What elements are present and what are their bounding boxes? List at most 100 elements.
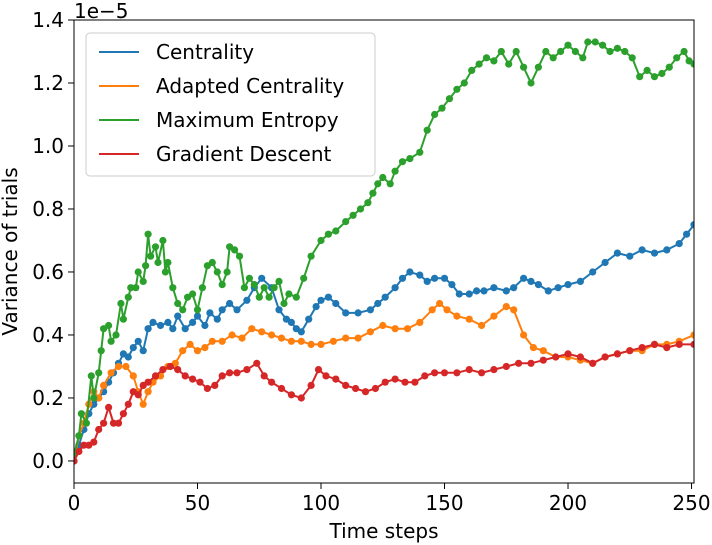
data-point: [599, 41, 607, 49]
data-point: [189, 290, 197, 298]
y-tick-label: 0.8: [32, 197, 64, 221]
data-point: [527, 359, 535, 367]
data-point: [297, 337, 305, 345]
data-point: [460, 79, 468, 87]
data-point: [329, 337, 337, 345]
data-point: [243, 366, 251, 374]
data-point: [218, 281, 226, 289]
data-point: [406, 268, 414, 276]
data-point: [119, 315, 127, 323]
data-point: [277, 334, 286, 342]
data-point: [193, 306, 202, 314]
data-point: [139, 347, 147, 355]
data-point: [465, 290, 473, 298]
data-point: [475, 60, 483, 68]
data-point: [638, 246, 646, 254]
data-point: [406, 155, 414, 163]
data-point: [189, 318, 197, 326]
data-point: [613, 350, 622, 358]
data-point: [584, 38, 592, 46]
data-point: [342, 309, 350, 317]
data-point: [557, 47, 565, 56]
data-point: [453, 369, 461, 377]
data-point: [324, 293, 332, 301]
data-point: [174, 366, 182, 374]
y-tick-label: 1.2: [32, 71, 64, 95]
data-point: [307, 252, 315, 260]
data-point: [448, 281, 456, 289]
x-tick-label: 50: [185, 491, 210, 515]
data-point: [307, 381, 315, 389]
data-point: [421, 372, 429, 380]
data-point: [502, 303, 510, 311]
x-axis-label: Time steps: [329, 519, 439, 543]
data-point: [245, 274, 253, 282]
data-point: [117, 299, 125, 308]
data-point: [613, 44, 622, 52]
plot-frame: [73, 19, 695, 484]
data-point: [75, 432, 83, 440]
data-point: [554, 284, 562, 292]
y-offset-label: 1e−5: [74, 0, 129, 23]
data-point: [391, 284, 399, 292]
data-point: [379, 173, 387, 182]
data-point: [189, 375, 197, 383]
data-point: [658, 69, 666, 78]
data-point: [100, 419, 108, 427]
data-point: [342, 218, 350, 226]
data-point: [297, 394, 305, 402]
data-point: [134, 391, 142, 399]
data-point: [159, 236, 167, 245]
data-point: [423, 126, 431, 134]
data-point: [440, 274, 449, 282]
data-point: [134, 268, 142, 276]
data-point: [260, 372, 268, 380]
data-point: [255, 293, 263, 301]
data-point: [690, 331, 694, 339]
data-point: [589, 359, 597, 367]
data-point: [665, 63, 673, 71]
x-tick-label: 0: [68, 491, 81, 515]
data-point: [366, 306, 374, 314]
y-tick-label: 1.4: [32, 8, 64, 32]
data-point: [510, 284, 518, 292]
data-point: [151, 243, 160, 251]
data-point: [423, 277, 431, 285]
data-point: [436, 299, 444, 308]
data-point: [211, 381, 219, 389]
data-point: [248, 325, 256, 333]
data-point: [628, 54, 636, 62]
data-point: [332, 299, 340, 308]
x-tick-label: 250: [672, 491, 710, 515]
data-point: [87, 372, 95, 380]
data-point: [411, 378, 419, 386]
data-point: [366, 328, 374, 336]
data-point: [124, 293, 132, 301]
data-point: [324, 230, 332, 238]
data-point: [233, 369, 241, 377]
data-point: [268, 378, 276, 386]
data-point: [502, 287, 510, 295]
y-tick-label: 1.0: [32, 134, 64, 158]
data-point: [169, 325, 177, 333]
data-point: [356, 205, 365, 213]
data-point: [233, 306, 241, 314]
data-point: [520, 63, 528, 71]
data-point: [643, 66, 651, 74]
data-point: [490, 284, 498, 292]
data-point: [223, 268, 231, 276]
data-point: [690, 340, 694, 348]
series-0: [74, 221, 694, 465]
legend-label: Gradient Descent: [156, 142, 332, 166]
data-point: [354, 334, 362, 342]
data-point: [206, 309, 214, 317]
data-point: [650, 249, 659, 257]
data-point: [589, 268, 597, 276]
data-point: [416, 271, 424, 279]
data-point: [502, 362, 510, 371]
data-point: [322, 372, 330, 380]
data-point: [243, 296, 251, 304]
data-point: [675, 240, 683, 248]
data-point: [132, 284, 140, 292]
data-point: [305, 315, 313, 323]
